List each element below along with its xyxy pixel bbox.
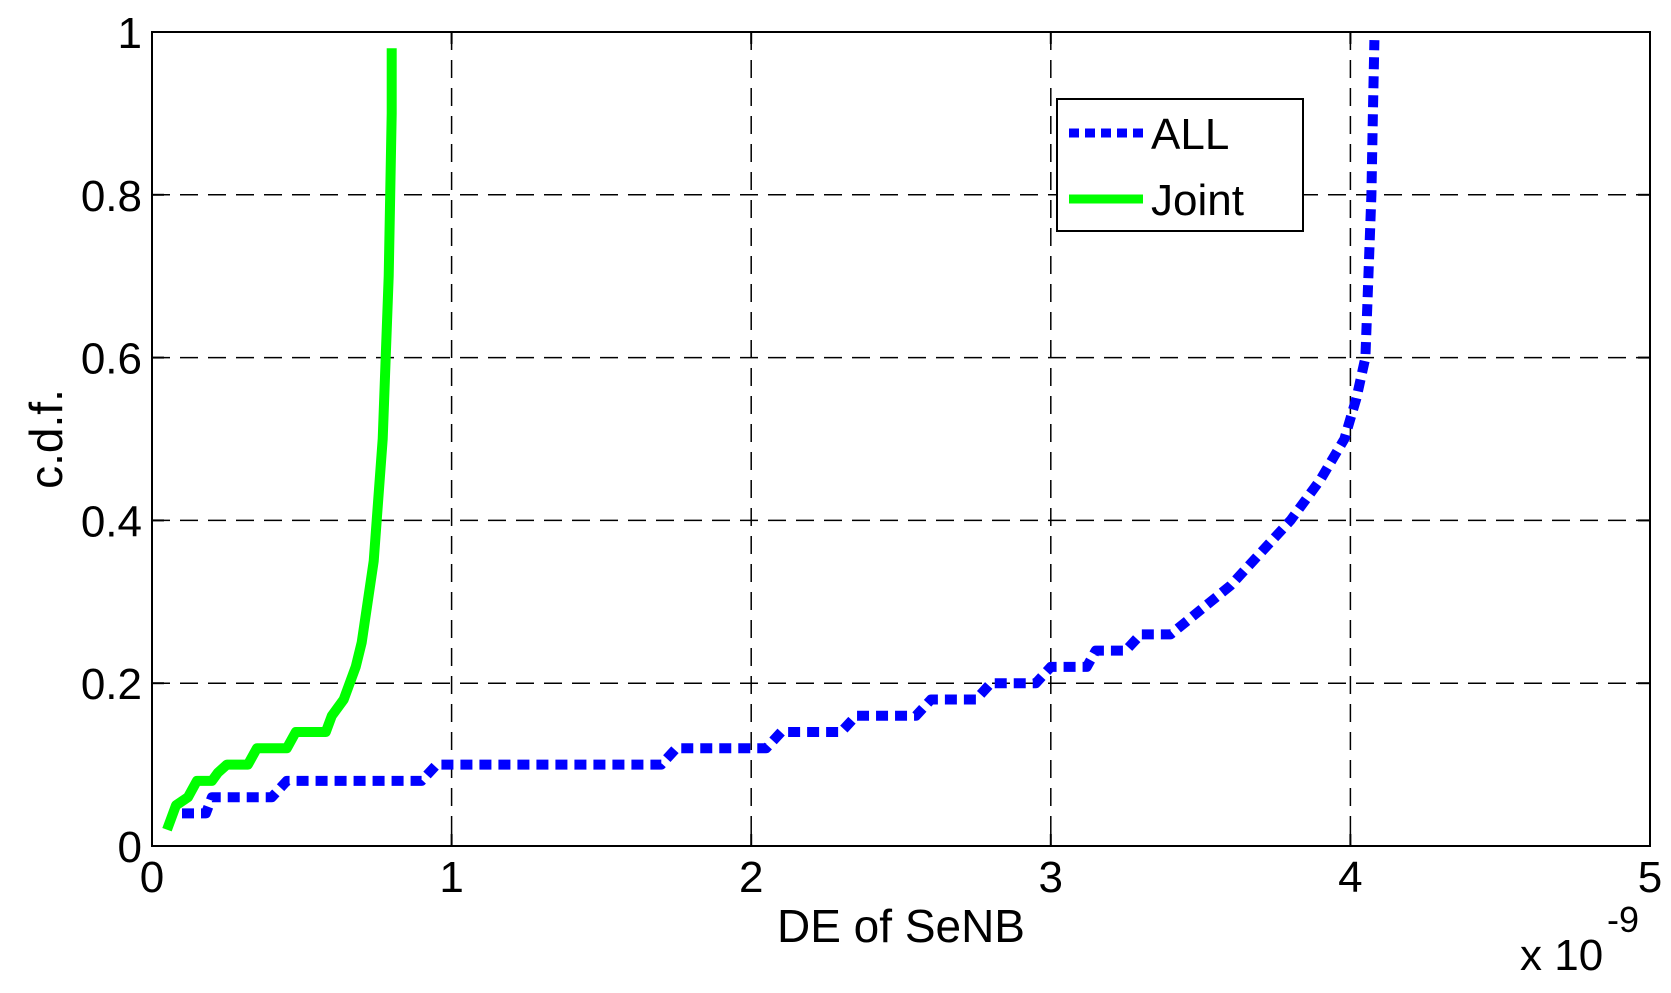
series-line-joint <box>162 48 397 832</box>
legend: ALL Joint <box>1056 98 1304 232</box>
y-tick-label: 0.8 <box>81 172 142 221</box>
x-tick-label: 5 <box>1638 853 1662 902</box>
x-multiplier-label: x 10 <box>1520 931 1603 980</box>
y-tick-label: 1 <box>118 9 142 58</box>
x-multiplier-exponent: -9 <box>1607 899 1639 940</box>
y-tick-label: 0.2 <box>81 660 142 709</box>
y-tick-label: 0.4 <box>81 497 142 546</box>
x-axis-title: DE of SeNB <box>777 900 1025 952</box>
tick-layer: 0 1 2 3 4 5 0 0.2 0.4 0.6 0.8 1 <box>81 9 1662 902</box>
x-tick-label: 4 <box>1338 853 1362 902</box>
legend-label-all: ALL <box>1151 110 1229 159</box>
x-tick-label: 0 <box>140 853 164 902</box>
legend-label-joint: Joint <box>1151 176 1244 225</box>
y-tick-label: 0 <box>118 823 142 872</box>
x-tick-label: 2 <box>739 853 763 902</box>
series-layer <box>162 39 1380 832</box>
series-line-all <box>182 39 1380 819</box>
legend-box <box>1056 98 1304 232</box>
plot-area <box>152 32 1650 846</box>
y-axis-title: c.d.f. <box>20 389 72 489</box>
x-tick-label: 1 <box>439 853 463 902</box>
axes-box <box>151 31 1651 847</box>
grid-lines <box>152 32 1650 846</box>
x-tick-label: 3 <box>1039 853 1063 902</box>
y-tick-label: 0.6 <box>81 335 142 384</box>
